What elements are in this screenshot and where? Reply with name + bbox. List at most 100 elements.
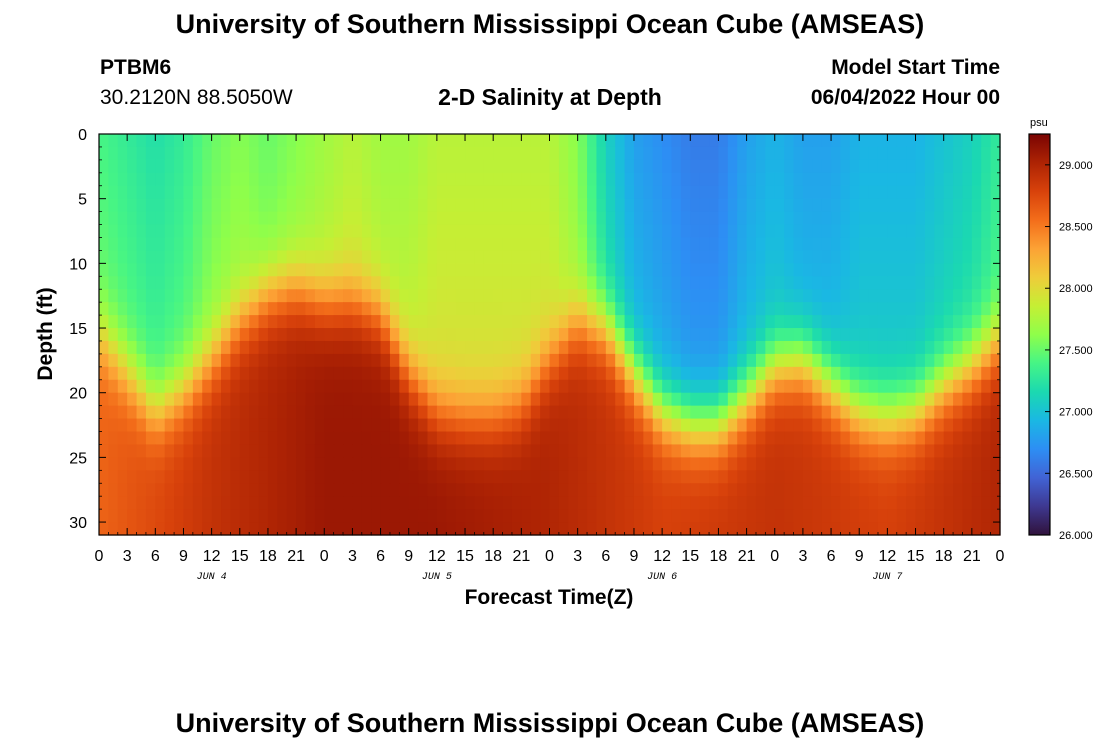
heatmap-cell xyxy=(868,185,879,200)
heatmap-cell xyxy=(765,276,776,290)
heatmap-cell xyxy=(296,457,307,471)
heatmap-cell xyxy=(727,289,738,303)
heatmap-cell xyxy=(953,263,964,277)
heatmap-cell xyxy=(174,470,185,484)
heatmap-cell xyxy=(145,263,156,277)
heatmap-cell xyxy=(568,483,579,497)
heatmap-cell xyxy=(577,172,588,187)
heatmap-cell xyxy=(286,431,297,446)
heatmap-cell xyxy=(211,172,222,187)
heatmap-cell xyxy=(662,198,673,213)
heatmap-cell xyxy=(474,483,485,497)
heatmap-cell xyxy=(258,211,269,226)
heatmap-cell xyxy=(333,302,344,316)
heatmap-cell xyxy=(981,146,992,161)
heatmap-cell xyxy=(314,522,325,536)
heatmap-cell xyxy=(474,457,485,471)
heatmap-cell xyxy=(352,263,363,277)
heatmap-cell xyxy=(108,522,119,536)
heatmap-cell xyxy=(249,431,260,446)
heatmap-cell xyxy=(502,379,513,394)
heatmap-cell xyxy=(934,146,945,161)
heatmap-cell xyxy=(314,289,325,303)
heatmap-cell xyxy=(389,496,400,510)
heatmap-cell xyxy=(718,211,729,226)
heatmap-cell xyxy=(953,522,964,536)
heatmap-cell xyxy=(221,276,231,290)
heatmap-cell xyxy=(896,392,907,407)
heatmap-cell xyxy=(868,159,879,174)
heatmap-cell xyxy=(117,392,128,407)
heatmap-cell xyxy=(436,237,447,252)
heatmap-cell xyxy=(671,185,682,200)
heatmap-cell xyxy=(286,276,297,290)
heatmap-cell xyxy=(990,172,1001,187)
heatmap-cell xyxy=(540,198,551,213)
heatmap-cell xyxy=(258,263,269,277)
heatmap-cell xyxy=(192,198,203,213)
heatmap-cell xyxy=(633,340,644,355)
heatmap-cell xyxy=(474,237,485,252)
heatmap-cell xyxy=(746,509,757,523)
heatmap-cell xyxy=(127,470,138,484)
heatmap-cell xyxy=(877,224,888,239)
heatmap-cell xyxy=(643,302,654,316)
heatmap-cell xyxy=(343,496,354,510)
heatmap-cell xyxy=(596,172,607,187)
heatmap-cell xyxy=(230,224,241,239)
heatmap-cell xyxy=(915,405,926,420)
heatmap-cell xyxy=(530,185,541,200)
heatmap-cell xyxy=(502,340,513,355)
heatmap-cell xyxy=(277,431,288,446)
heatmap-cell xyxy=(981,457,992,471)
heatmap-cell xyxy=(296,211,307,226)
heatmap-cell xyxy=(906,302,917,316)
heatmap-cell xyxy=(399,237,410,252)
heatmap-cell xyxy=(418,263,429,277)
heatmap-cell xyxy=(540,263,551,277)
heatmap-cell xyxy=(558,470,569,484)
heatmap-cell xyxy=(399,263,410,277)
heatmap-cell xyxy=(436,418,447,433)
heatmap-cell xyxy=(577,405,588,420)
heatmap-cell xyxy=(127,379,138,394)
heatmap-cell xyxy=(399,353,410,368)
heatmap-cell xyxy=(399,159,410,174)
heatmap-cell xyxy=(399,211,410,226)
heatmap-cell xyxy=(906,431,917,446)
heatmap-cell xyxy=(568,315,579,329)
heatmap-cell xyxy=(117,353,128,368)
heatmap-cell xyxy=(267,250,278,264)
heatmap-cell xyxy=(962,340,973,355)
heatmap-cell xyxy=(277,302,288,316)
heatmap-cell xyxy=(183,457,194,471)
heatmap-cell xyxy=(868,315,879,329)
heatmap-cell xyxy=(877,340,888,355)
colorbar-tick-label: 28.500 xyxy=(1059,222,1093,234)
x-tick-label: 15 xyxy=(681,548,699,565)
heatmap-cell xyxy=(924,366,935,381)
heatmap-cell xyxy=(145,159,156,174)
heatmap-cell xyxy=(896,353,907,368)
heatmap-cell xyxy=(249,483,260,497)
heatmap-cell xyxy=(230,340,241,355)
heatmap-cell xyxy=(718,237,729,252)
heatmap-cell xyxy=(896,289,907,303)
heatmap-cell xyxy=(399,302,410,316)
heatmap-cell xyxy=(324,496,335,510)
heatmap-cell xyxy=(868,237,879,252)
heatmap-cell xyxy=(314,405,325,420)
heatmap-cell xyxy=(765,289,776,303)
heatmap-cell xyxy=(117,522,128,536)
heatmap-cell xyxy=(483,496,494,510)
heatmap-cell xyxy=(183,302,194,316)
heatmap-cell xyxy=(727,185,738,200)
heatmap-cell xyxy=(746,237,757,252)
heatmap-cell xyxy=(230,483,241,497)
heatmap-cell xyxy=(446,237,457,252)
heatmap-cell xyxy=(671,172,682,187)
heatmap-cell xyxy=(605,276,616,290)
heatmap-cell xyxy=(258,457,269,471)
heatmap-cell xyxy=(896,522,907,536)
heatmap-cell xyxy=(277,405,288,420)
